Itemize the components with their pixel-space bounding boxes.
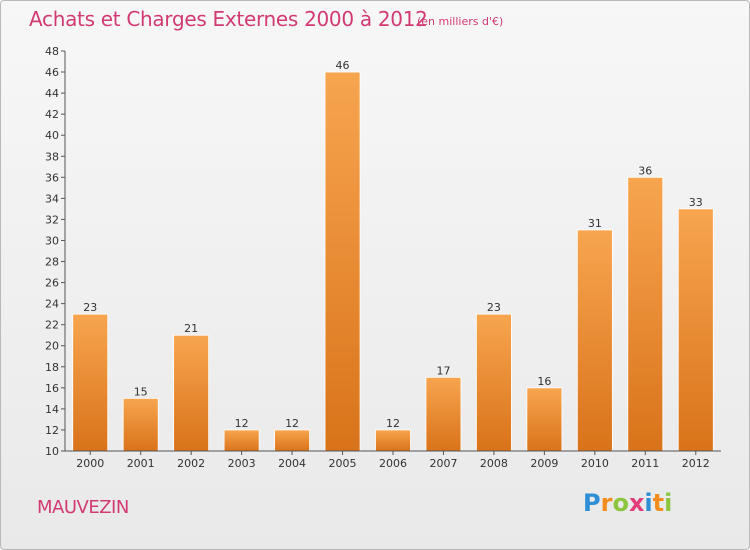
y-tick-label: 48 [45,45,59,58]
x-tick-label-2007: 2007 [429,457,457,470]
y-tick-label: 46 [45,66,59,79]
y-tick-label: 12 [45,424,59,437]
x-tick-label-2008: 2008 [480,457,508,470]
data-label-2012: 33 [689,196,703,209]
bar-2012[interactable] [677,208,714,452]
y-tick-label: 28 [45,256,59,269]
y-tick-label: 36 [45,171,59,184]
bar-2009[interactable] [526,387,563,452]
data-label-2009: 16 [537,375,551,388]
x-tick-label-2000: 2000 [76,457,104,470]
chart-title: Achats et Charges Externes 2000 à 2012 [29,7,428,31]
x-tick-label-2009: 2009 [530,457,558,470]
bar-2006[interactable] [375,429,411,452]
data-label-2010: 31 [588,217,602,230]
bar-2011[interactable] [627,176,664,452]
logo-letter: r [600,489,613,517]
y-tick-label: 26 [45,277,59,290]
data-label-2005: 46 [336,59,350,72]
logo-letter: t [652,489,665,517]
y-tick-label: 44 [45,87,59,100]
data-label-2001: 15 [134,385,148,398]
y-tick-label: 22 [45,319,59,332]
x-tick-label-2011: 2011 [631,457,659,470]
bar-2003[interactable] [223,429,260,452]
data-label-2007: 17 [436,364,450,377]
y-tick-label: 18 [45,361,59,374]
y-tick-label: 32 [45,213,59,226]
data-label-2002: 21 [184,322,198,335]
x-tick-label-2010: 2010 [581,457,609,470]
bar-2000[interactable] [72,313,109,452]
logo-letter: i [644,489,653,517]
x-tick-label-2002: 2002 [177,457,205,470]
bar-2005[interactable] [324,71,361,452]
data-label-2011: 36 [638,164,652,177]
bar-2007[interactable] [425,376,462,452]
bar-2008[interactable] [476,313,512,452]
y-tick-label: 10 [45,445,59,458]
data-label-2004: 12 [285,417,299,430]
y-tick-label: 16 [45,382,59,395]
y-tick-label: 42 [45,108,59,121]
bar-2001[interactable] [122,397,159,452]
x-tick-label-2003: 2003 [228,457,256,470]
y-tick-label: 38 [45,150,59,163]
logo-letter: i [664,489,673,517]
y-tick-label: 34 [45,192,59,205]
x-tick-label-2012: 2012 [682,457,710,470]
data-label-2003: 12 [235,417,249,430]
y-tick-label: 20 [45,340,59,353]
place-name: MAUVEZIN [37,497,129,518]
proxiti-logo[interactable]: Proxiti [583,489,672,517]
y-tick-label: 40 [45,129,59,142]
data-label-2008: 23 [487,301,501,314]
y-tick-label: 24 [45,298,59,311]
data-label-2000: 23 [83,301,97,314]
logo-letter: P [583,489,601,517]
logo-letter: x [628,489,645,517]
chart-subtitle: (en milliers d'€) [417,15,504,28]
x-tick-label-2004: 2004 [278,457,306,470]
bar-2004[interactable] [274,429,310,452]
x-tick-label-2006: 2006 [379,457,407,470]
y-tick-label: 14 [45,403,59,416]
bar-2010[interactable] [576,229,613,452]
data-label-2006: 12 [386,417,400,430]
logo-letter: o [612,489,629,517]
x-tick-label-2001: 2001 [127,457,155,470]
y-tick-label: 30 [45,234,59,247]
bar-2002[interactable] [173,334,210,452]
x-tick-label-2005: 2005 [329,457,357,470]
